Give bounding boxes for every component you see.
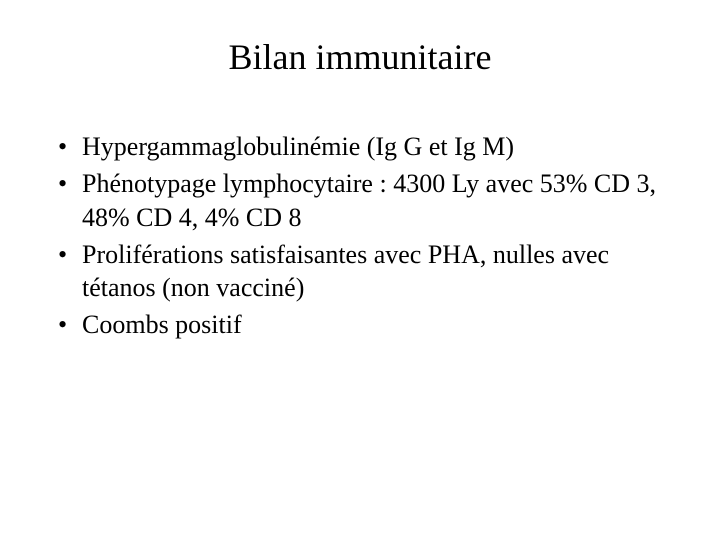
list-item: Phénotypage lymphocytaire : 4300 Ly avec… — [54, 167, 666, 234]
list-item: Coombs positif — [54, 308, 666, 341]
bullet-text: Hypergammaglobulinémie (Ig G et Ig M) — [82, 132, 514, 161]
slide-body: Hypergammaglobulinémie (Ig G et Ig M) Ph… — [54, 130, 666, 346]
bullet-list: Hypergammaglobulinémie (Ig G et Ig M) Ph… — [54, 130, 666, 342]
list-item: Hypergammaglobulinémie (Ig G et Ig M) — [54, 130, 666, 163]
bullet-text: Proliférations satisfaisantes avec PHA, … — [82, 240, 609, 302]
list-item: Proliférations satisfaisantes avec PHA, … — [54, 238, 666, 305]
slide-title: Bilan immunitaire — [0, 36, 720, 78]
bullet-text: Phénotypage lymphocytaire : 4300 Ly avec… — [82, 169, 656, 231]
bullet-text: Coombs positif — [82, 310, 242, 339]
slide: Bilan immunitaire Hypergammaglobulinémie… — [0, 0, 720, 540]
